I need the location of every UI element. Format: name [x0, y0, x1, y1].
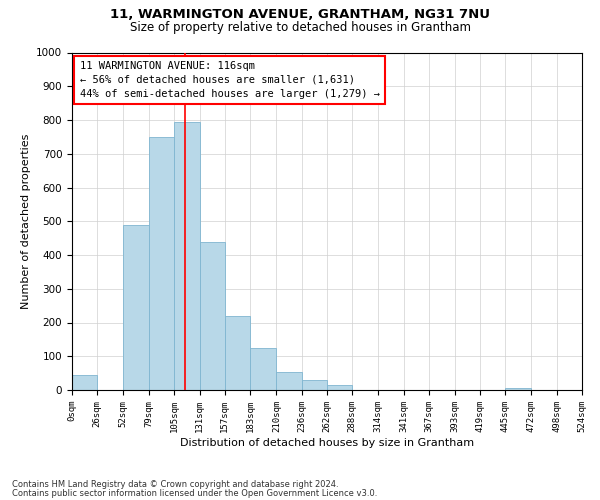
- Bar: [174, 122, 200, 390]
- Bar: [505, 388, 532, 390]
- X-axis label: Distribution of detached houses by size in Grantham: Distribution of detached houses by size …: [180, 438, 474, 448]
- Bar: [327, 385, 352, 390]
- Bar: [122, 224, 149, 390]
- Text: Contains public sector information licensed under the Open Government Licence v3: Contains public sector information licen…: [12, 488, 377, 498]
- Bar: [225, 316, 250, 390]
- Text: 11 WARMINGTON AVENUE: 116sqm
← 56% of detached houses are smaller (1,631)
44% of: 11 WARMINGTON AVENUE: 116sqm ← 56% of de…: [80, 61, 380, 99]
- Text: Size of property relative to detached houses in Grantham: Size of property relative to detached ho…: [130, 21, 470, 34]
- Text: 11, WARMINGTON AVENUE, GRANTHAM, NG31 7NU: 11, WARMINGTON AVENUE, GRANTHAM, NG31 7N…: [110, 8, 490, 20]
- Text: Contains HM Land Registry data © Crown copyright and database right 2024.: Contains HM Land Registry data © Crown c…: [12, 480, 338, 489]
- Bar: [302, 380, 327, 390]
- Bar: [250, 348, 277, 390]
- Bar: [277, 372, 302, 390]
- Bar: [149, 137, 174, 390]
- Y-axis label: Number of detached properties: Number of detached properties: [20, 134, 31, 309]
- Bar: [199, 242, 225, 390]
- Bar: [72, 375, 97, 390]
